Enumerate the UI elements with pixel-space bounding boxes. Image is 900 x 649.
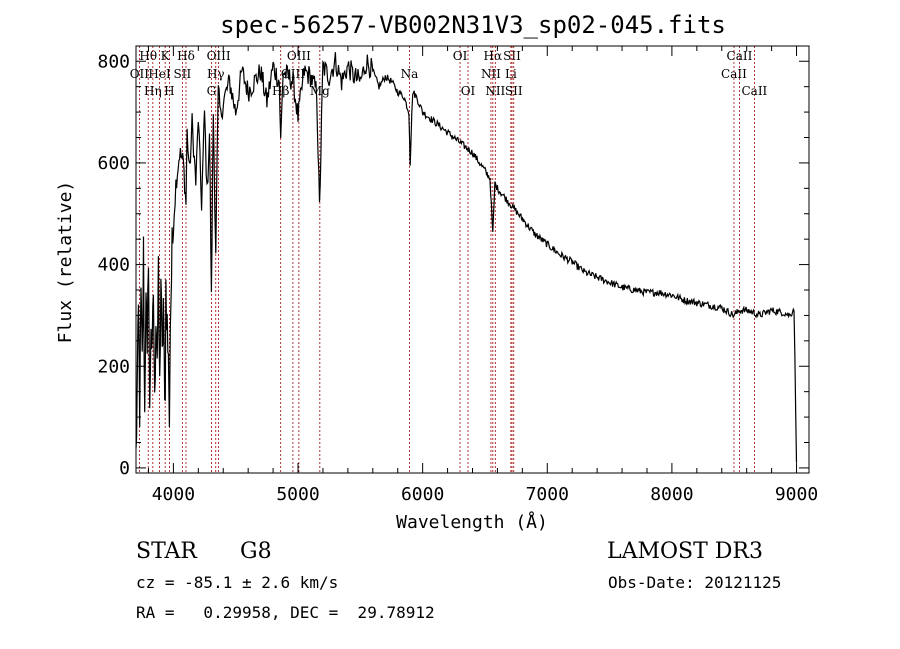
- line-marker-label: SII: [174, 67, 192, 81]
- line-marker-label: Mg: [310, 84, 330, 98]
- y-tick-label: 600: [97, 153, 130, 174]
- chart-title: spec-56257-VB002N31V3_sp02-045.fits: [220, 11, 726, 39]
- x-tick-label: 4000: [152, 484, 195, 505]
- x-axis: 4000 5000 6000 7000 8000 9000: [147, 46, 818, 505]
- y-tick-label: 200: [97, 356, 130, 377]
- line-markers: OIIHθHηHeIKHSIIHδGHγOIIIHβOIIIOIIIMgNaOI…: [130, 46, 768, 473]
- x-tick-label: 6000: [401, 484, 444, 505]
- line-marker-label: HeI: [148, 67, 171, 81]
- survey-name: LAMOST DR3: [607, 539, 763, 564]
- line-marker-label: Hδ: [177, 49, 195, 63]
- y-axis: 0 200 400 600 800: [97, 51, 809, 479]
- line-marker-label: NII: [485, 84, 505, 98]
- line-marker-label: H: [164, 84, 174, 98]
- line-marker-label: Hβ: [272, 84, 289, 98]
- x-tick-label: 8000: [650, 484, 693, 505]
- line-marker-label: CaII: [741, 84, 767, 98]
- line-marker-label: OIII: [207, 49, 231, 63]
- line-marker-label: SII: [503, 49, 521, 63]
- coordinates: RA = 0.29958, DEC = 29.78912: [136, 603, 435, 622]
- x-tick-label: 9000: [775, 484, 818, 505]
- line-marker-label: SII: [505, 84, 523, 98]
- line-marker-label: NII: [481, 67, 501, 81]
- y-tick-label: 0: [119, 458, 130, 479]
- line-marker-label: K: [161, 49, 171, 63]
- line-marker-label: Hγ: [207, 67, 225, 81]
- line-marker-label: Li: [505, 67, 517, 81]
- object-subclass: G8: [240, 539, 272, 564]
- line-marker-label: Hη: [144, 84, 162, 98]
- x-axis-label: Wavelength (Å): [396, 511, 548, 533]
- x-tick-label: 5000: [276, 484, 319, 505]
- line-marker-label: OII: [130, 67, 150, 81]
- y-tick-label: 800: [97, 51, 130, 72]
- x-tick-label: 7000: [526, 484, 569, 505]
- line-marker-label: OIII: [287, 49, 311, 63]
- line-marker-label: Hα: [484, 49, 503, 63]
- line-marker-label: CaII: [721, 67, 747, 81]
- object-class: STAR: [136, 539, 197, 564]
- line-marker-label: G: [207, 84, 217, 98]
- line-marker-label: CaII: [727, 49, 753, 63]
- line-marker-label: Na: [401, 67, 419, 81]
- observation-date: Obs-Date: 20121125: [608, 573, 782, 592]
- flux-series: [135, 52, 798, 463]
- y-tick-label: 400: [97, 255, 130, 276]
- line-marker-label: OI: [461, 84, 476, 98]
- line-marker-label: OI: [453, 49, 468, 63]
- y-axis-label: Flux (relative): [55, 181, 76, 344]
- redshift-velocity: cz = -85.1 ± 2.6 km/s: [136, 573, 339, 592]
